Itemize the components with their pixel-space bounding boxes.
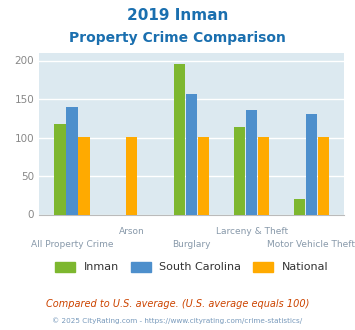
Bar bbox=[186, 94, 197, 214]
Bar bbox=[258, 137, 269, 214]
Text: Compared to U.S. average. (U.S. average equals 100): Compared to U.S. average. (U.S. average … bbox=[46, 299, 309, 309]
Bar bbox=[78, 137, 89, 214]
Bar bbox=[234, 127, 245, 214]
Bar bbox=[294, 199, 305, 214]
Bar bbox=[246, 110, 257, 214]
Text: Arson: Arson bbox=[119, 227, 145, 236]
Text: © 2025 CityRating.com - https://www.cityrating.com/crime-statistics/: © 2025 CityRating.com - https://www.city… bbox=[53, 317, 302, 324]
Bar bbox=[318, 137, 329, 214]
Text: Larceny & Theft: Larceny & Theft bbox=[215, 227, 288, 236]
Bar bbox=[66, 107, 77, 214]
Text: Property Crime Comparison: Property Crime Comparison bbox=[69, 31, 286, 45]
Bar bbox=[174, 64, 185, 214]
Bar bbox=[306, 114, 317, 214]
Bar bbox=[198, 137, 209, 214]
Text: Burglary: Burglary bbox=[173, 240, 211, 249]
Text: Motor Vehicle Theft: Motor Vehicle Theft bbox=[267, 240, 355, 249]
Bar bbox=[54, 124, 66, 214]
Legend: Inman, South Carolina, National: Inman, South Carolina, National bbox=[51, 257, 333, 277]
Text: 2019 Inman: 2019 Inman bbox=[127, 8, 228, 23]
Text: All Property Crime: All Property Crime bbox=[31, 240, 113, 249]
Bar bbox=[126, 137, 137, 214]
